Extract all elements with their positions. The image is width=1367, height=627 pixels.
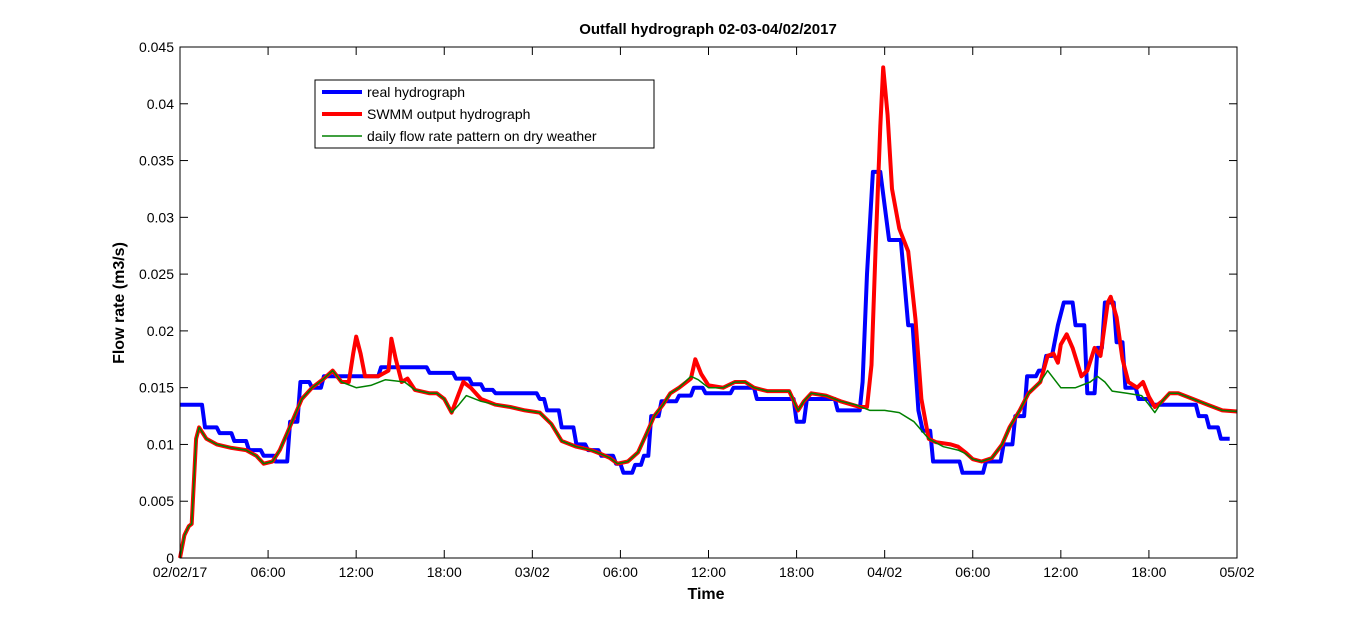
x-tick-label: 06:00 [955,564,990,580]
x-tick-label: 05/02 [1219,564,1254,580]
x-tick-label: 12:00 [1043,564,1078,580]
y-tick-label: 0.045 [139,39,174,55]
x-tick-label: 04/02 [867,564,902,580]
tick-layer: 02/02/17 06:00 12:00 18:00 03/02 06:00 12:00 18… [139,39,1255,580]
y-tick-label: 0.005 [139,493,174,509]
chart-title: Outfall hydrograph 02-03-04/02/2017 [579,21,837,38]
x-tick-label: 02/02/17 [153,564,208,580]
y-tick-label: 0 [166,550,174,566]
y-axis-label: Flow rate (m3/s) [111,242,128,364]
y-tick-label: 0.025 [139,266,174,282]
x-axis-label: Time [687,586,724,603]
x-tick-label: 06:00 [251,564,286,580]
legend-label-swmm: SWMM output hydrograph [367,106,530,122]
y-tick-label: 0.03 [147,209,174,225]
x-tick-label: 06:00 [603,564,638,580]
legend-box [314,79,655,149]
series-line-swmm-output [178,65,1238,559]
y-tick-label: 0.015 [139,380,174,396]
x-tick-label: 12:00 [339,564,374,580]
x-tick-label: 18:00 [427,564,462,580]
legend: real hydrograph SWMM output hydrograph d… [314,79,655,149]
x-tick-label: 18:00 [779,564,814,580]
x-tick-label: 03/02 [515,564,550,580]
y-tick-label: 0.04 [147,96,174,112]
series-layer [178,65,1238,559]
legend-label-dry: daily flow rate pattern on dry weather [367,128,597,144]
y-tick-label: 0.01 [147,436,174,452]
y-tick-label: 0.02 [147,323,174,339]
series-line-dry-weather [179,369,1238,559]
x-tick-label: 12:00 [691,564,726,580]
legend-label-real: real hydrograph [367,84,465,100]
x-tick-label: 18:00 [1131,564,1166,580]
y-tick-label: 0.035 [139,153,174,169]
